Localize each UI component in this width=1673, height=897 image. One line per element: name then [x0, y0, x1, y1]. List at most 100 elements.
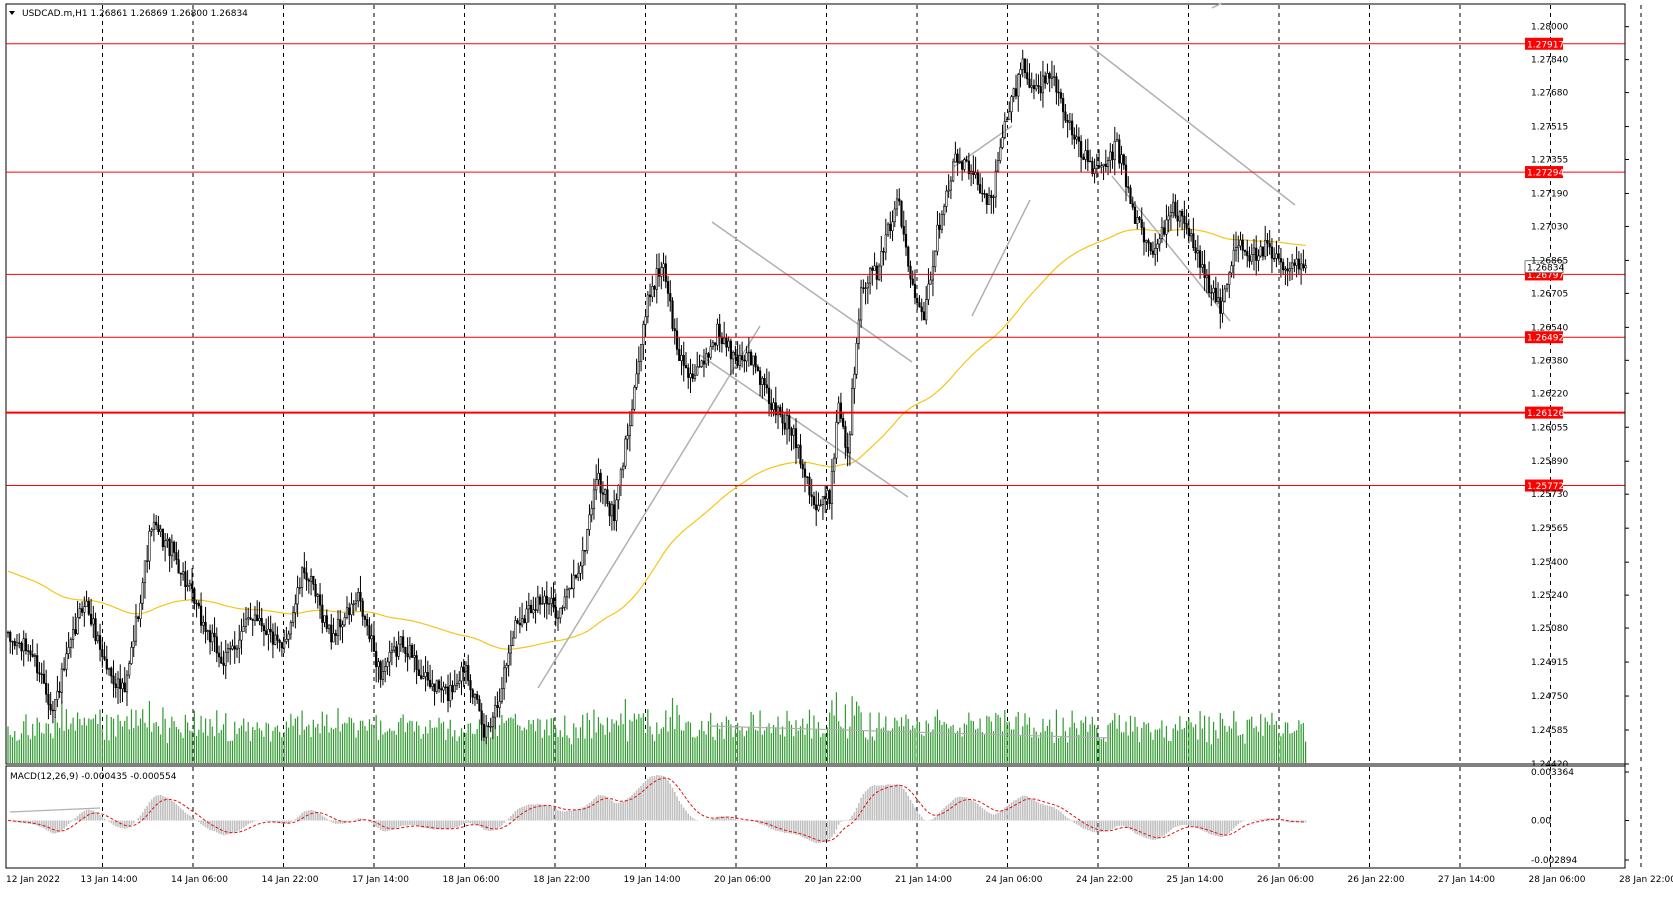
candle-body [1248, 255, 1251, 262]
candle-body [460, 666, 463, 682]
macd-tick-label: 0.00 [1531, 817, 1551, 827]
time-label: 26 Jan 06:00 [1257, 875, 1314, 885]
macd-panel[interactable]: MACD(12,26,9) -0.000435 -0.000554 [5, 725, 1673, 869]
candle-body [855, 342, 858, 375]
candle-body [1273, 257, 1276, 260]
candle-body [276, 634, 279, 641]
candle-body [471, 689, 474, 698]
candle-body [283, 641, 286, 649]
candle-body [132, 640, 135, 648]
horizontal-levels[interactable]: 1.27917 1.27294 1.26797 1.26492 1.26126 1.257… [6, 37, 1625, 492]
candle-body [422, 676, 425, 679]
candle-body [296, 587, 299, 605]
candle-body [626, 435, 629, 440]
candle-body [1160, 227, 1164, 240]
candle-body [177, 559, 180, 574]
candle-body [305, 572, 308, 581]
candle-body [11, 641, 14, 643]
candle-body [1259, 246, 1262, 257]
candle-body [33, 655, 37, 657]
candle-body [316, 594, 319, 597]
candle-body [285, 639, 288, 642]
candle-body [134, 616, 138, 642]
candle-body [453, 684, 456, 693]
candle-body [1003, 121, 1006, 138]
candle-body [1172, 201, 1175, 213]
price-tick-label: 1.27515 [1531, 123, 1568, 133]
candle-body [130, 647, 133, 664]
candle-body [148, 530, 151, 562]
candles [6, 49, 1307, 745]
candle-body [913, 284, 917, 299]
candle-body [543, 595, 546, 604]
price-panel[interactable]: 1.27917 1.27294 1.26797 1.26492 1.26126 1.257… [5, 2, 1673, 765]
candle-body [1243, 250, 1247, 252]
candle-body [339, 619, 342, 628]
candle-body [541, 603, 544, 605]
candle-body [1095, 165, 1098, 169]
candle-body [298, 587, 301, 589]
current-price-tag [1524, 260, 1564, 274]
candle-body [110, 667, 113, 677]
candle-body [819, 504, 822, 506]
candle-body [184, 571, 187, 587]
candle-body [1097, 165, 1101, 168]
candle-body [723, 337, 726, 344]
candle-body [408, 645, 411, 658]
candle-body [125, 674, 129, 693]
candle-body [464, 665, 468, 673]
candle-body [1181, 211, 1184, 217]
candle-body [278, 640, 281, 643]
candle-body [1295, 258, 1298, 266]
candle-body [467, 665, 470, 681]
candle-body [85, 601, 88, 608]
candle-body [1216, 297, 1220, 302]
candle-body [992, 196, 995, 199]
candle-body [586, 529, 589, 551]
candle-body [815, 504, 818, 511]
candle-body [143, 560, 147, 583]
candle-body [882, 251, 885, 253]
candle-body [613, 504, 616, 522]
candle-body [687, 367, 690, 378]
candle-body [563, 596, 566, 608]
candle-body [963, 159, 966, 170]
candle-body [1270, 246, 1274, 259]
candle-body [770, 403, 773, 410]
time-label: 26 Jan 22:00 [1348, 875, 1405, 885]
candle-body [260, 617, 263, 626]
candle-body [657, 268, 661, 277]
candle-body [536, 596, 539, 611]
candle-body [269, 628, 272, 633]
candle-body [350, 603, 353, 616]
candle-body [884, 234, 887, 253]
candle-body [31, 654, 34, 657]
time-label: 27 Jan 14:00 [1438, 875, 1495, 885]
time-label: 18 Jan 06:00 [443, 875, 500, 885]
candle-body [15, 642, 19, 647]
candle-body [1154, 248, 1157, 255]
candle-body [898, 198, 901, 202]
candle-body [1147, 240, 1150, 244]
candle-body [709, 346, 712, 358]
candle-body [1241, 239, 1244, 251]
candle-body [853, 373, 856, 389]
candle-body [384, 666, 387, 672]
candle-body [1066, 119, 1069, 123]
price-tick-label: 1.26220 [1531, 389, 1568, 399]
candle-body [395, 646, 398, 657]
candle-body [1169, 212, 1173, 217]
candle-body [900, 200, 903, 227]
candle-body [732, 352, 735, 360]
candle-body [606, 489, 609, 504]
candle-body [406, 653, 409, 658]
candle-body [556, 617, 560, 619]
chevron-down-icon[interactable] [9, 11, 15, 15]
macd-trendline [709, 725, 1111, 739]
candle-body [691, 373, 694, 379]
candle-body [1080, 141, 1083, 158]
candle-body [803, 468, 807, 478]
candle-body [1232, 249, 1235, 267]
candle-body [182, 571, 185, 575]
